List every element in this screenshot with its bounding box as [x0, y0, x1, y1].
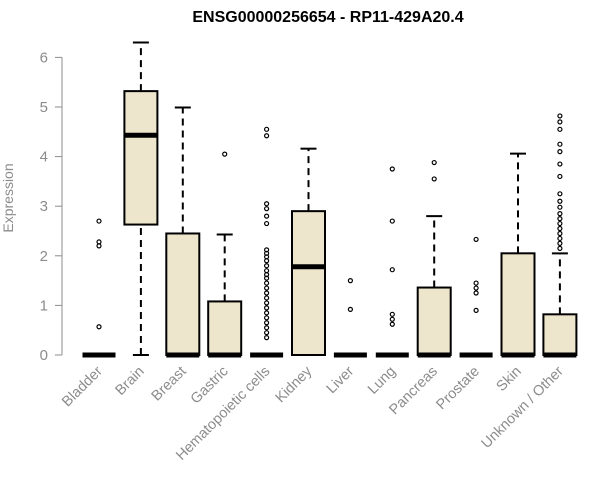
outlier-point [557, 220, 563, 227]
y-tick-label: 1 [40, 297, 48, 314]
outlier-point [389, 267, 395, 273]
outlier-point [557, 119, 563, 125]
y-axis: 0 1 2 3 4 5 6 [40, 49, 63, 364]
outlier-point [96, 218, 102, 224]
outlier-point [264, 280, 270, 286]
outlier-point [264, 330, 270, 336]
x-category-label: Skin [494, 364, 525, 395]
outlier-point [557, 149, 563, 155]
outlier-point [557, 211, 563, 217]
outlier-point [557, 230, 563, 237]
box-iqr [207, 300, 243, 357]
x-category-label: Bladder [59, 363, 106, 410]
outlier-point [264, 263, 270, 269]
outlier-point [264, 213, 270, 219]
outlier-point [264, 220, 270, 227]
outlier-point [264, 295, 270, 301]
x-category-label: Brain [112, 364, 147, 399]
outlier-point [557, 113, 563, 119]
outlier-point [264, 268, 270, 274]
y-tick-label: 5 [40, 99, 48, 116]
outlier-point [431, 176, 437, 182]
outlier-point [264, 335, 270, 341]
x-category-label: Prostate [433, 364, 482, 413]
x-category-label: Breast [149, 364, 190, 405]
outlier-point [557, 245, 563, 251]
outlier-point [347, 306, 353, 312]
outlier-point [389, 311, 395, 317]
y-tick-label: 4 [40, 149, 48, 166]
outlier-point [557, 240, 563, 246]
outlier-point [389, 166, 395, 172]
outlier-point [264, 206, 270, 212]
y-tick-label: 6 [40, 49, 48, 66]
outlier-point [264, 126, 270, 132]
outlier-point [264, 201, 270, 207]
box-group [82, 41, 578, 358]
outlier-point [264, 315, 270, 321]
outlier-point [347, 278, 353, 284]
outlier-point [473, 236, 479, 243]
x-category-label: Lung [365, 364, 399, 398]
x-category-label: Liver [324, 363, 358, 397]
outlier-point [264, 325, 270, 331]
outlier-point [96, 324, 102, 330]
outlier-point [264, 300, 270, 306]
outlier-point [557, 161, 563, 167]
outlier-point [557, 204, 563, 210]
box-iqr [165, 232, 201, 356]
outlier-point [557, 126, 563, 132]
box-iqr [542, 313, 578, 357]
outlier-point [557, 216, 563, 222]
x-category-label: Kidney [273, 363, 316, 406]
outlier-point [264, 310, 270, 316]
outlier-point [222, 151, 228, 157]
box-iqr [416, 286, 452, 357]
chart-title: ENSG00000256654 - RP11-429A20.4 [192, 9, 463, 26]
outlier-point [389, 321, 395, 327]
outlier-point [264, 285, 270, 291]
outlier-point [96, 239, 102, 245]
y-tick-label: 2 [40, 248, 48, 265]
y-axis-label: Expression [0, 163, 16, 232]
outlier-point [264, 247, 270, 253]
outlier-point [264, 320, 270, 326]
outlier-point [473, 307, 479, 313]
y-tick-label: 0 [40, 347, 48, 364]
outlier-point [431, 159, 437, 166]
outlier-point [557, 191, 563, 197]
outlier-point [473, 290, 479, 296]
outlier-point [557, 173, 563, 180]
outlier-point [473, 280, 479, 286]
outlier-point [557, 225, 563, 232]
box-iqr [500, 252, 536, 357]
box-iqr [123, 90, 159, 226]
outlier-point [389, 316, 395, 322]
outlier-point [557, 198, 563, 204]
outlier-point [264, 305, 270, 311]
outlier-point [389, 218, 395, 224]
box-iqr [291, 210, 326, 356]
outlier-point [557, 141, 563, 147]
outlier-point [557, 235, 563, 242]
y-tick-label: 3 [40, 198, 48, 215]
outlier-point [264, 290, 270, 296]
outlier-point [264, 133, 270, 139]
outlier-point [473, 285, 479, 291]
